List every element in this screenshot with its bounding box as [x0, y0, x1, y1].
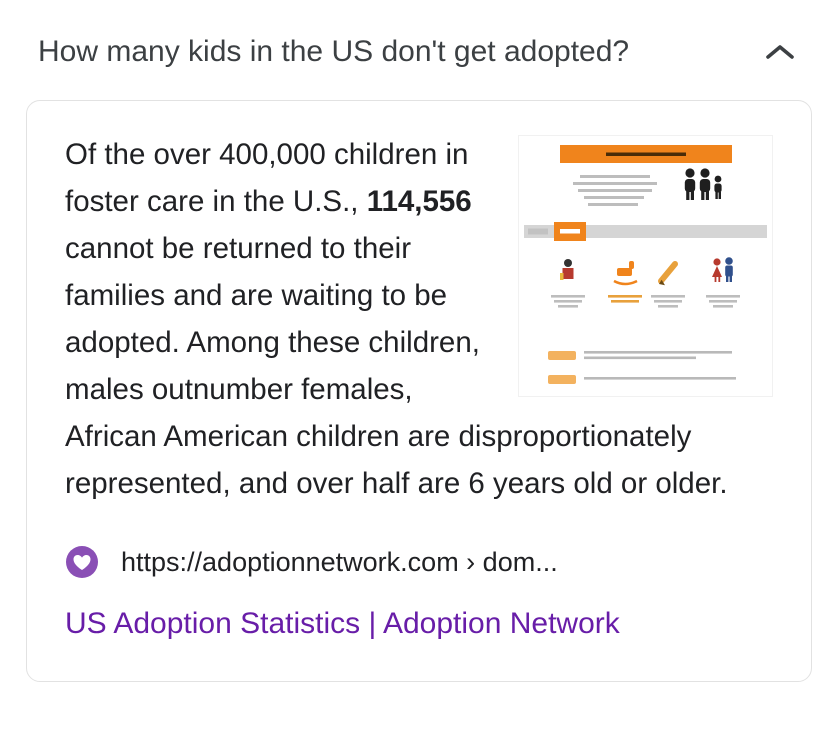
answer-thumbnail-image[interactable] [518, 135, 773, 397]
infographic-legend [548, 351, 736, 384]
infographic-intro-text [573, 175, 657, 206]
infographic-captions [551, 295, 740, 308]
favicon-heart-icon [65, 545, 99, 579]
question-title: How many kids in the US don't get adopte… [38, 35, 630, 68]
question-row[interactable]: How many kids in the US don't get adopte… [0, 0, 838, 70]
answer-bold-figure: 114,556 [366, 185, 472, 218]
answer-card: Of the over 400,000 children in foster c… [26, 100, 812, 682]
source-row[interactable]: https://adoptionnetwork.com › dom... [65, 545, 773, 579]
chevron-up-icon[interactable] [764, 42, 796, 62]
source-url[interactable]: https://adoptionnetwork.com › dom... [121, 546, 558, 577]
infographic-icons-row [560, 257, 733, 286]
result-link[interactable]: US Adoption Statistics | Adoption Networ… [65, 607, 620, 640]
infographic-header [560, 145, 732, 163]
answer-text: Of the over 400,000 children in foster c… [65, 131, 773, 507]
answer-text-after: cannot be returned to their families and… [65, 232, 728, 500]
family-icons [684, 168, 722, 200]
infographic-bar [524, 222, 767, 241]
answer-text-before: Of the over 400,000 children in foster c… [65, 138, 469, 218]
